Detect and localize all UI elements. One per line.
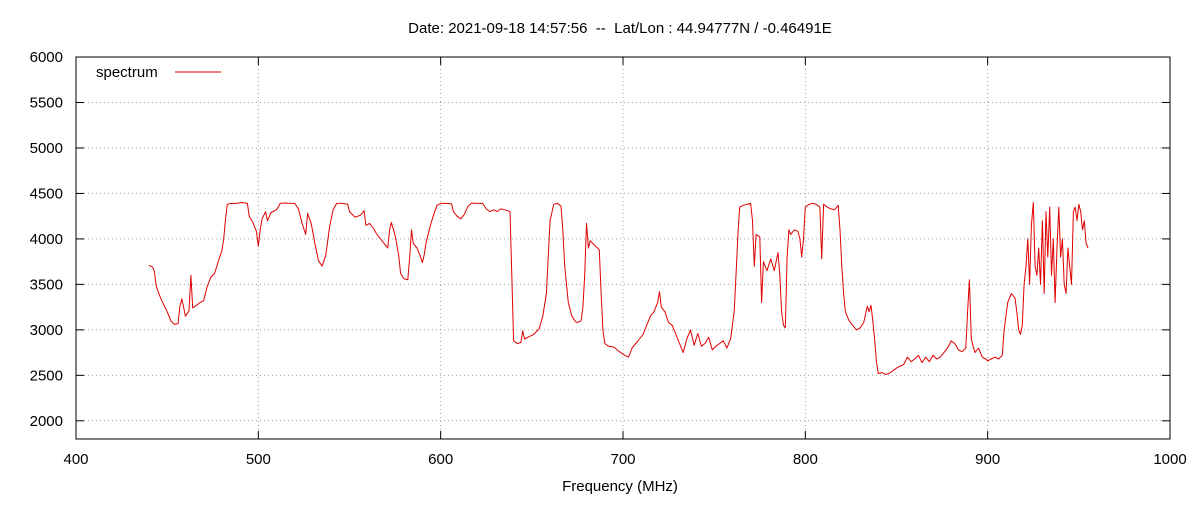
y-tick-label: 2000 <box>30 413 63 430</box>
y-tick-label: 3500 <box>30 276 63 293</box>
y-tick-label: 3000 <box>30 322 63 339</box>
grid <box>76 57 1170 439</box>
x-axis-label: Frequency (MHz) <box>562 478 678 495</box>
x-tick-label: 700 <box>610 451 635 468</box>
y-tick-label: 4000 <box>30 231 63 248</box>
legend: spectrum <box>96 64 221 81</box>
y-tick-label: 5000 <box>30 140 63 157</box>
y-tick-label: 2500 <box>30 367 63 384</box>
legend-label: spectrum <box>96 64 158 81</box>
x-tick-label: 500 <box>246 451 271 468</box>
y-tick-label: 5500 <box>30 94 63 111</box>
y-tick-label: 6000 <box>30 49 63 66</box>
x-tick-label: 900 <box>975 451 1000 468</box>
y-axis: 2000 2500 3000 3500 4000 4500 5000 5500 6000 <box>30 49 1170 430</box>
x-tick-label: 800 <box>793 451 818 468</box>
x-tick-label: 400 <box>63 451 88 468</box>
y-tick-label: 4500 <box>30 185 63 202</box>
spectrum-line <box>148 202 1089 375</box>
x-axis: 400 500 600 700 800 900 1000 <box>63 57 1187 468</box>
x-tick-label: 600 <box>428 451 453 468</box>
x-tick-label: 1000 <box>1153 451 1186 468</box>
chart-title: Date: 2021-09-18 14:57:56 -- Lat/Lon : 4… <box>408 20 832 37</box>
